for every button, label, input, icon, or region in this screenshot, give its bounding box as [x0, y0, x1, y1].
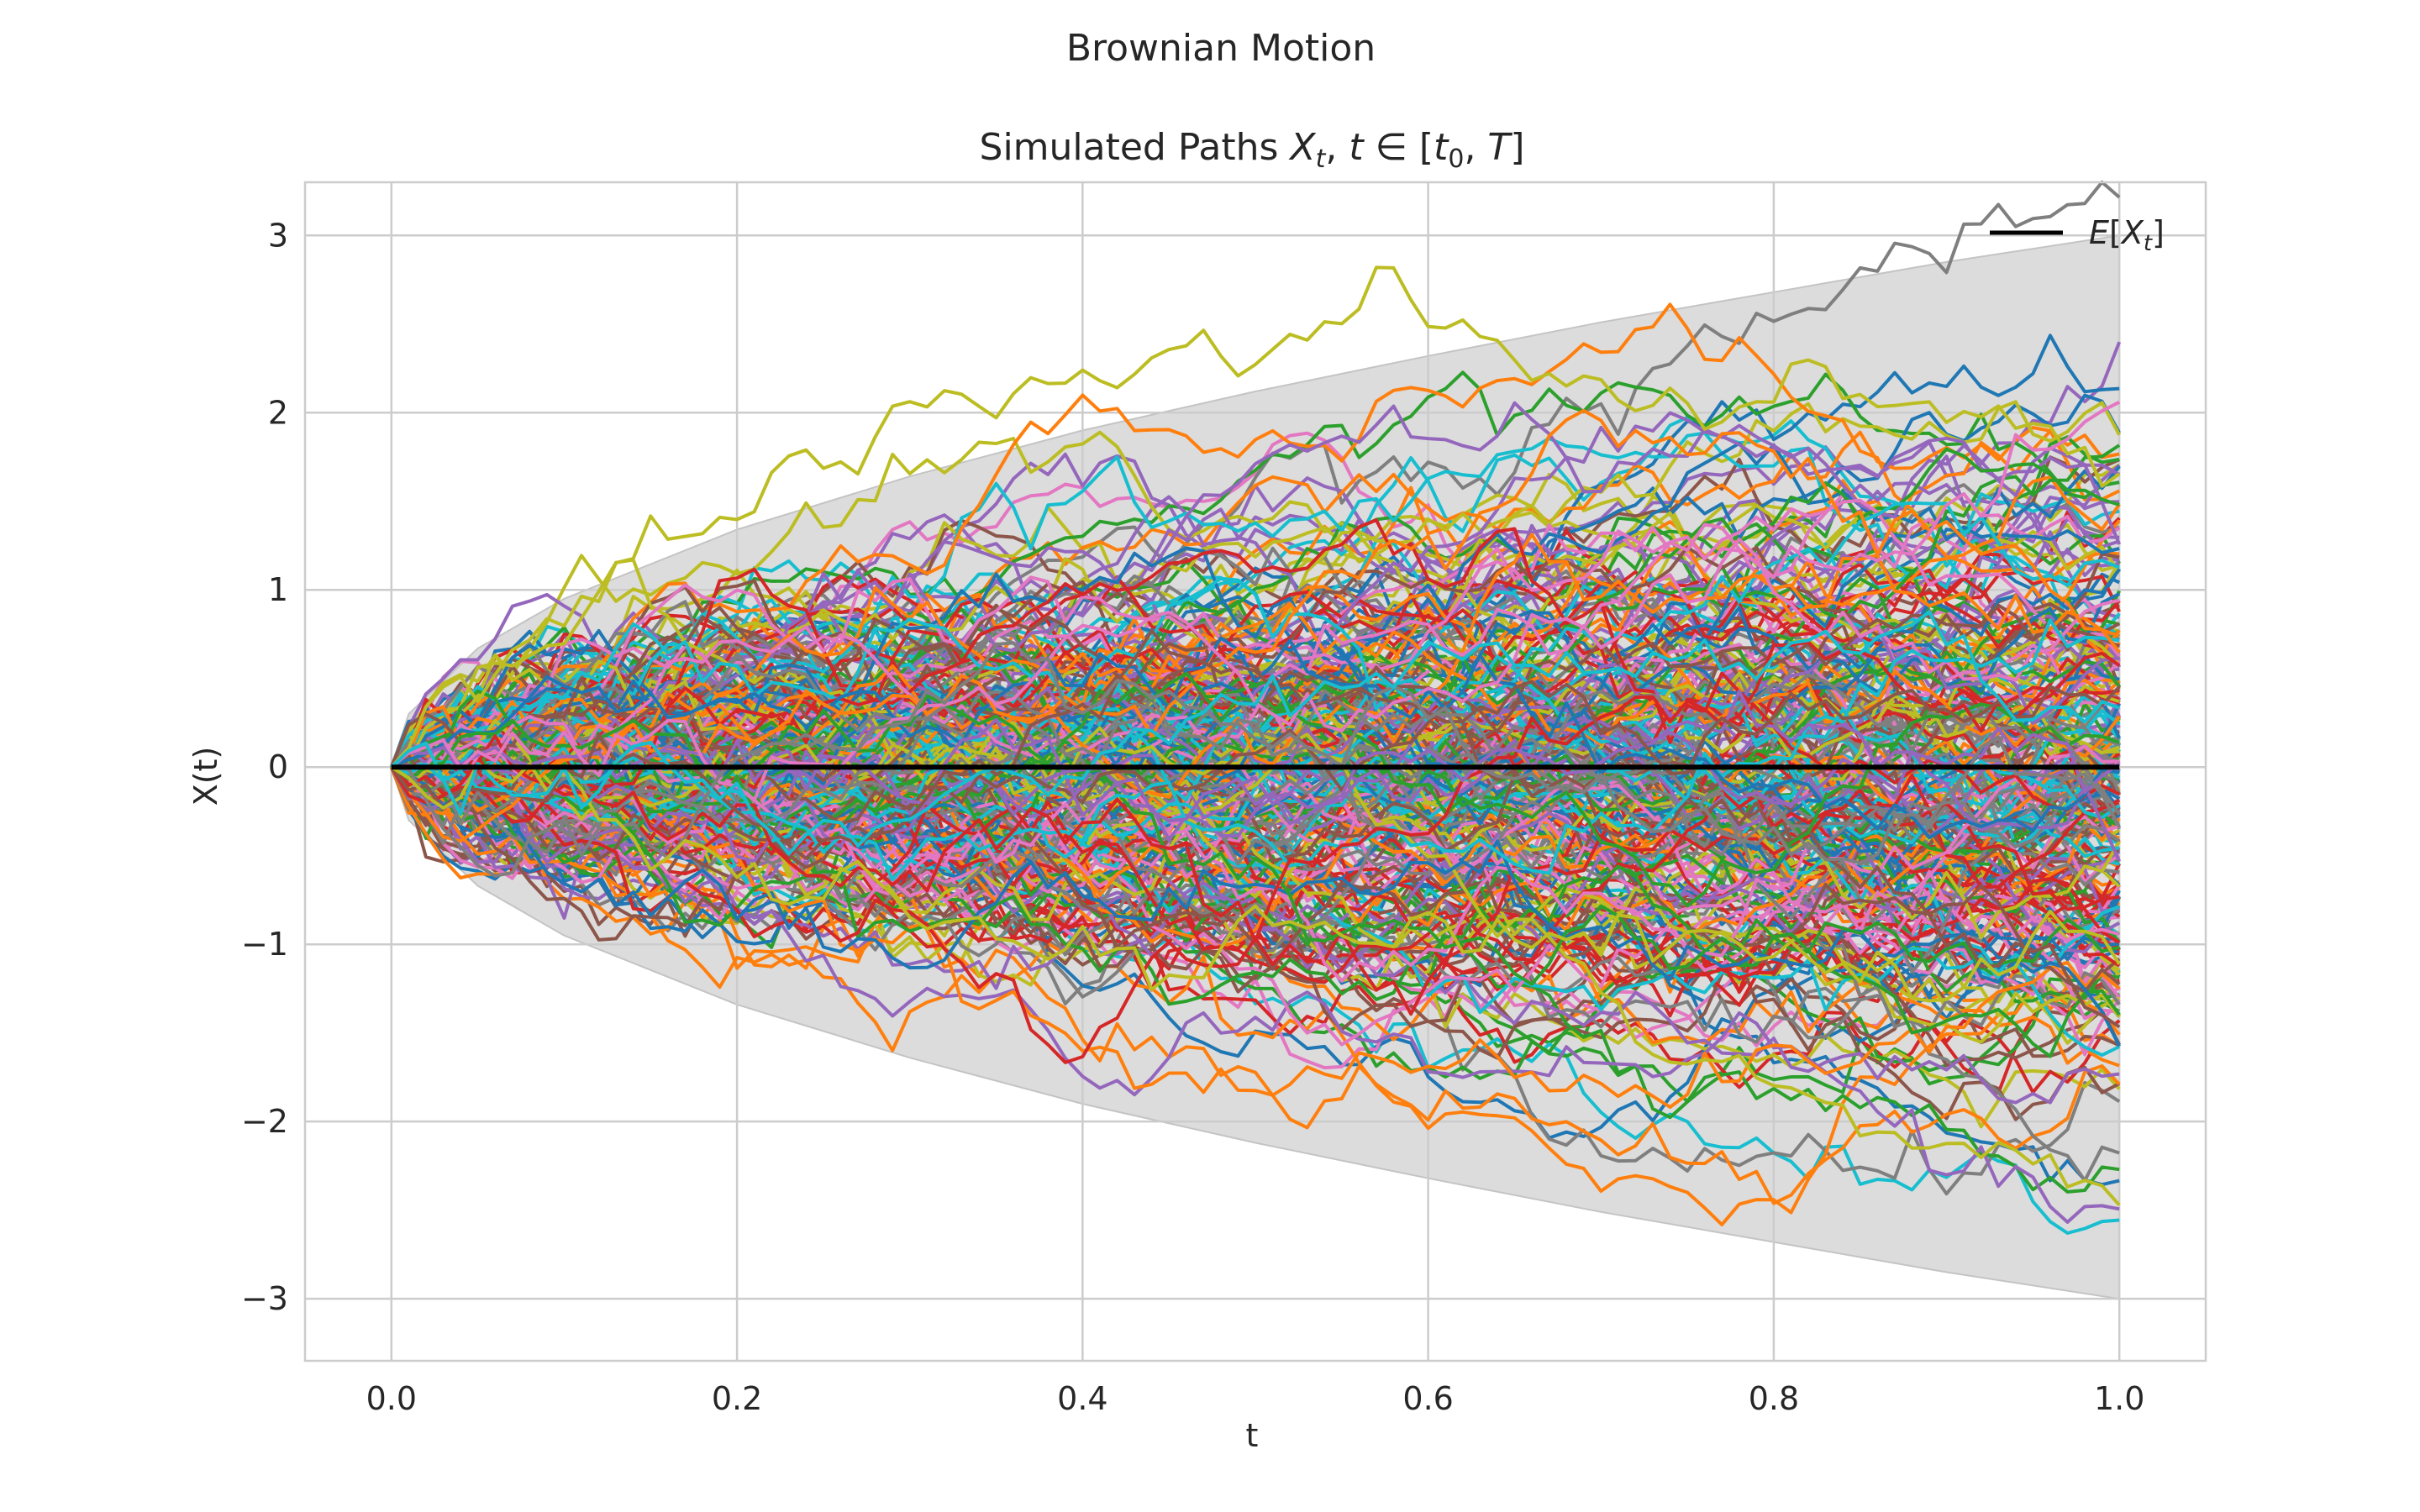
title-var-t: t	[1349, 126, 1365, 169]
brownian-path	[390, 302, 2120, 769]
legend-label-x: X	[2120, 214, 2144, 251]
legend-label-close: ]	[2152, 214, 2165, 251]
y-tick-label: 0	[268, 748, 288, 785]
legend-label-mean: E[Xt]	[2089, 214, 2165, 256]
brownian-path	[390, 690, 2121, 826]
title-close: ]	[1510, 126, 1524, 169]
brownian-path	[390, 465, 2121, 946]
brownian-path	[390, 265, 2121, 769]
brownian-path	[390, 498, 2121, 802]
brownian-path	[391, 726, 2120, 933]
brownian-path	[391, 545, 2121, 789]
legend-label-e: E	[2089, 214, 2109, 251]
brownian-path	[390, 628, 2121, 860]
y-tick-label: −3	[241, 1280, 288, 1317]
brownian-path	[390, 538, 2120, 780]
title-open: [	[1419, 126, 1434, 169]
figure-suptitle: Brownian Motion	[1066, 27, 1376, 70]
brownian-path	[391, 700, 2121, 942]
brownian-path	[390, 610, 2120, 856]
brownian-path	[390, 585, 2121, 769]
brownian-path	[390, 673, 2121, 826]
brownian-path	[390, 518, 2121, 824]
title-sub-t: t	[1316, 144, 1327, 174]
paths-layer	[389, 180, 2122, 1235]
x-tick-label: 0.0	[366, 1380, 417, 1417]
legend-label-open: [	[2109, 214, 2122, 251]
x-tick-label: 0.2	[712, 1380, 762, 1417]
brownian-path	[391, 558, 2121, 1044]
plot-area	[303, 180, 2207, 1362]
title-sep: ,	[1325, 126, 1349, 169]
axes-title-text: Simulated Paths	[980, 126, 1291, 169]
x-tick-label: 0.8	[1749, 1380, 1799, 1417]
title-t0: t	[1434, 126, 1449, 169]
axes-frame	[303, 181, 2207, 1362]
brownian-path	[391, 636, 2120, 840]
y-tick-label: 3	[268, 217, 288, 254]
y-tick-label: −1	[241, 926, 288, 963]
brownian-path	[391, 765, 2121, 1047]
y-tick-label: 2	[268, 394, 288, 431]
y-tick-labels: −3 −2 −1 0 1 2 3	[241, 217, 288, 1317]
title-t0-sub: 0	[1448, 144, 1464, 174]
legend: E[Xt]	[1990, 214, 2165, 256]
title-var-T: T	[1487, 126, 1512, 169]
brownian-path	[390, 475, 2121, 783]
legend-label-sub: t	[2144, 231, 2153, 256]
x-axis-label: t	[1246, 1417, 1259, 1454]
title-comma: ,	[1464, 126, 1487, 169]
brownian-path	[391, 756, 2121, 1226]
brownian-path	[391, 696, 2121, 830]
title-in: ∈	[1364, 126, 1419, 169]
title-var-x: X	[1288, 126, 1316, 169]
x-tick-label: 0.6	[1402, 1380, 1453, 1417]
brownian-path	[390, 640, 2121, 943]
brownian-path	[390, 659, 2120, 812]
x-tick-label: 0.4	[1057, 1380, 1107, 1417]
brownian-path	[390, 567, 2120, 820]
x-tick-labels: 0.0 0.2 0.4 0.6 0.8 1.0	[366, 1380, 2145, 1417]
y-axis-label: X(t)	[187, 747, 224, 806]
x-tick-label: 1.0	[2094, 1380, 2144, 1417]
brownian-path	[390, 766, 2120, 1224]
brownian-path	[390, 715, 2122, 864]
brownian-path	[390, 533, 2120, 812]
axes-title: Simulated Paths Xt, t ∈ [t0, T]	[980, 126, 1525, 174]
brownian-path	[390, 464, 2121, 769]
brownian-path	[390, 761, 2121, 1003]
y-tick-label: −2	[241, 1103, 288, 1140]
brownian-path	[390, 718, 2121, 1207]
brownian-path	[391, 763, 2121, 994]
brownian-path	[391, 689, 2120, 986]
brownian-path	[390, 717, 2122, 855]
y-tick-label: 1	[268, 571, 288, 608]
